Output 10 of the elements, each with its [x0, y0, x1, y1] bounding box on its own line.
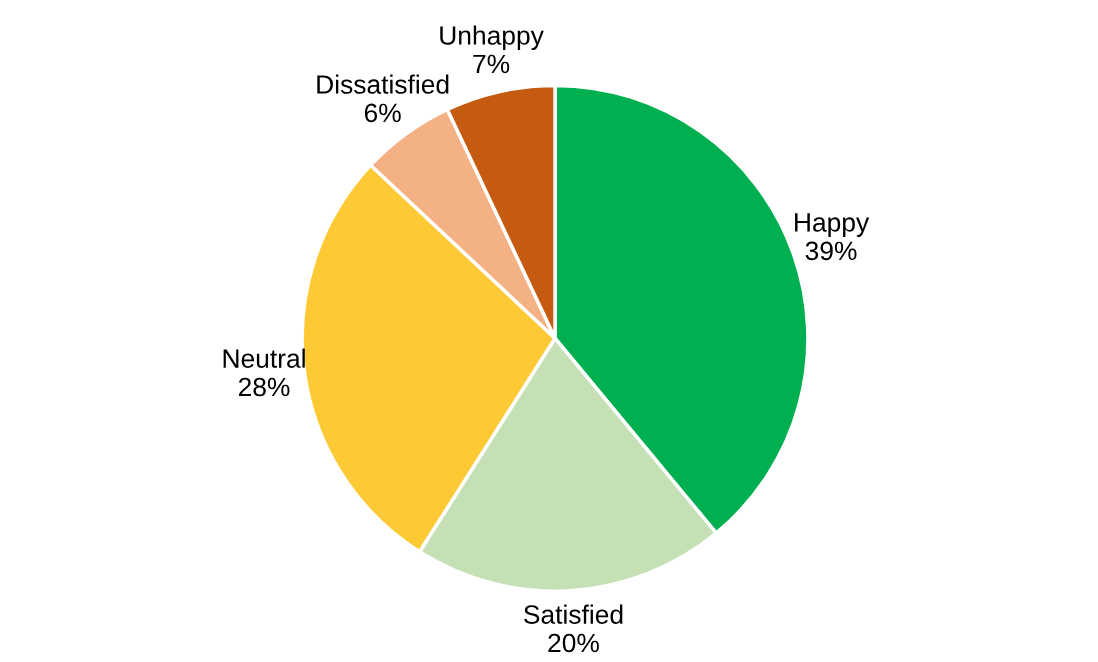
data-label: 7% — [473, 54, 510, 74]
data-label: 6% — [364, 103, 401, 123]
data-label: 20% — [548, 633, 599, 653]
slice-label: Unhappy — [440, 25, 544, 51]
slice-label: Satisfied — [524, 604, 623, 624]
slice-label: Dissatisfied — [317, 74, 449, 94]
data-label: 28% — [238, 377, 290, 397]
slice-label: Neutral — [223, 348, 305, 368]
data-label: 39% — [805, 241, 857, 261]
slice-label: Happy — [795, 213, 870, 237]
